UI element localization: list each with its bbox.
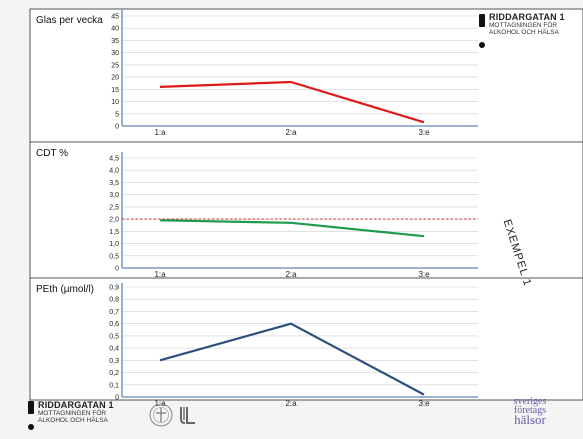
y-tick-label: 0,1 — [109, 382, 119, 389]
x-tick-label: 1:a — [154, 399, 166, 408]
x-tick-label: 1:a — [154, 128, 166, 137]
logo-subtitle-1: MOTTAGNINGEN FÖR — [38, 410, 107, 417]
y-tick-label: 2,0 — [109, 217, 119, 224]
y-tick-label: 0,4 — [109, 346, 119, 353]
sfh-line-1: sveriges — [513, 396, 547, 407]
y-tick-label: 2,5 — [109, 204, 119, 211]
sfh-line-2: företags — [513, 405, 547, 416]
logo-exclamation-icon — [479, 14, 485, 27]
jl-logo-icon — [180, 407, 195, 424]
logo-name: RIDDARGATAN 1 — [38, 400, 114, 410]
crest-icon — [149, 403, 173, 427]
sfh-line-3: hälsor — [514, 412, 546, 427]
chart-title: Glas per vecka — [36, 15, 103, 26]
x-tick-label: 3:e — [418, 399, 430, 408]
y-tick-label: 0,9 — [109, 285, 119, 292]
logo-name: RIDDARGATAN 1 — [489, 12, 565, 22]
y-tick-label: 0,5 — [109, 333, 119, 340]
riddargatan-logo-top: RIDDARGATAN 1 MOTTAGNINGEN FÖR ALKOHOL O… — [479, 12, 583, 60]
y-tick-label: 25 — [111, 62, 119, 69]
x-tick-label: 3:e — [418, 270, 430, 279]
y-tick-label: 3,0 — [109, 192, 119, 199]
x-tick-label: 2:a — [285, 128, 297, 137]
y-tick-label: 0,6 — [109, 321, 119, 328]
y-tick-label: 0,7 — [109, 309, 119, 316]
y-tick-label: 40 — [111, 26, 119, 33]
y-tick-label: 0 — [115, 266, 119, 273]
y-tick-label: 4,0 — [109, 168, 119, 175]
logo-subtitle-2: ALKOHOL OCH HÄLSA — [489, 29, 559, 36]
chart-title: CDT % — [36, 148, 68, 159]
x-tick-label: 1:a — [154, 270, 166, 279]
y-tick-label: 10 — [111, 99, 119, 106]
y-tick-label: 45 — [111, 14, 119, 21]
logo-subtitle-2: ALKOHOL OCH HÄLSA — [38, 417, 108, 424]
y-tick-label: 0,8 — [109, 297, 119, 304]
logo-subtitle-1: MOTTAGNINGEN FÖR — [489, 22, 558, 29]
x-tick-label: 2:a — [285, 270, 297, 279]
y-tick-label: 4,5 — [109, 156, 119, 163]
chart-panel-1: 0 5 10 15 20 25 30 35 40 45 1:a 2:a 3:e Glas per veck… — [36, 10, 478, 137]
x-tick-label: 3:e — [418, 128, 430, 137]
sveriges-foretagshalsor-logo: sveriges företags hälsor — [500, 396, 560, 427]
y-tick-label: 0 — [115, 395, 119, 402]
y-tick-label: 5 — [115, 111, 119, 118]
y-tick-label: 1,0 — [109, 241, 119, 248]
chart-title: PEth (µmol/l) — [36, 284, 94, 295]
y-tick-label: 0 — [115, 124, 119, 131]
y-tick-label: 0,2 — [109, 370, 119, 377]
logo-dot-icon — [28, 424, 34, 430]
y-tick-label: 15 — [111, 87, 119, 94]
y-tick-label: 0,3 — [109, 358, 119, 365]
y-tick-label: 1,5 — [109, 229, 119, 236]
logo-dot-icon — [479, 42, 485, 48]
x-tick-label: 2:a — [285, 399, 297, 408]
y-tick-label: 30 — [111, 50, 119, 57]
chart-panel-3: 0 0,1 0,2 0,3 0,4 0,5 0,6 0,7 0,8 0,9 1:a 2:a 3:e PEt… — [30, 277, 583, 408]
y-tick-label: 20 — [111, 75, 119, 82]
y-tick-label: 35 — [111, 38, 119, 45]
y-tick-label: 3,5 — [109, 180, 119, 187]
logo-exclamation-icon — [28, 401, 34, 414]
chart-panel-2: 0 0,5 1,0 1,5 2,0 2,5 3,0 3,5 4,0 4,5 1:a 2:a 3:e CDT… — [30, 141, 583, 279]
y-tick-label: 0,5 — [109, 253, 119, 260]
riddargatan-logo-bottom: RIDDARGATAN 1 MOTTAGNINGEN FÖR ALKOHOL O… — [28, 400, 138, 436]
